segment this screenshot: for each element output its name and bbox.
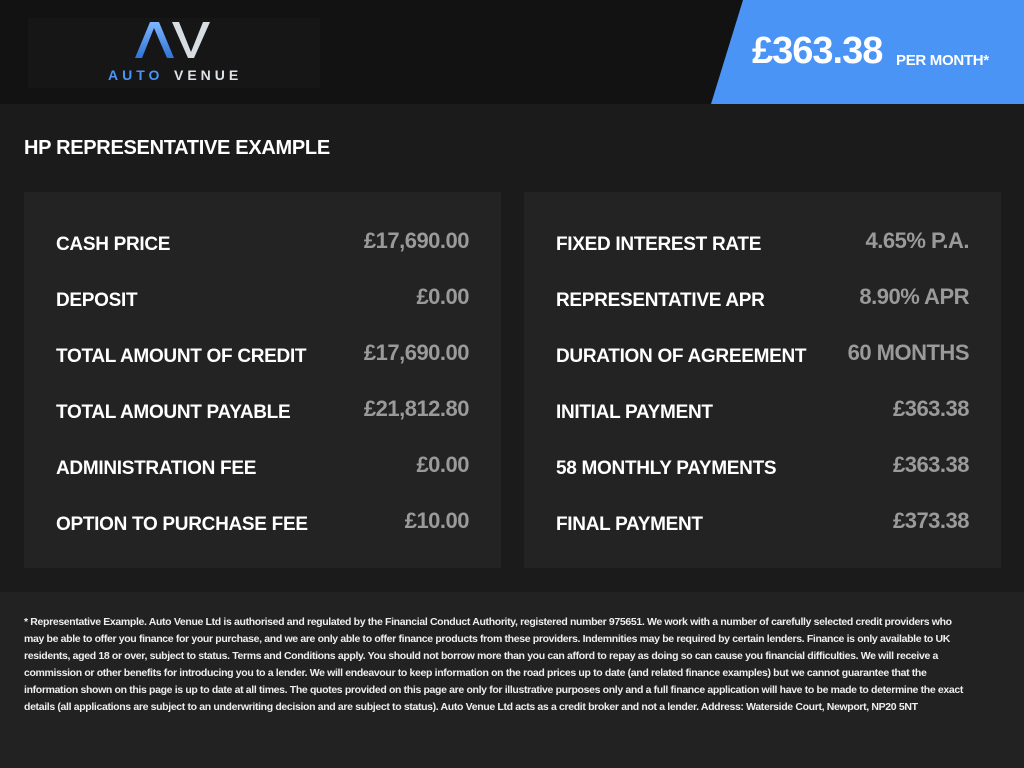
header: AUTO VENUE £363.38 PER MONTH* [0,0,1024,104]
row-duration: DURATION OF AGREEMENT 60 MONTHS [556,340,970,370]
disclaimer-text: * Representative Example. Auto Venue Ltd… [24,616,963,713]
row-label: REPRESENTATIVE APR [556,290,765,311]
row-value: £0.00 [416,452,469,477]
row-value: 60 MONTHS [847,340,970,365]
row-deposit: DEPOSIT £0.00 [56,284,469,314]
row-value: 8.90% APR [859,284,969,309]
row-label: DURATION OF AGREEMENT [556,346,807,367]
row-initial-payment: INITIAL PAYMENT £363.38 [556,396,970,426]
row-label: 58 MONTHLY PAYMENTS [556,458,777,479]
row-purchase-fee: OPTION TO PURCHASE FEE £10.00 [56,508,470,538]
finance-panel-left: CASH PRICE £17,690.00 DEPOSIT £0.00 TOTAL … [24,192,501,568]
row-cash-price: CASH PRICE £17,690.00 [56,228,470,258]
per-month-label: PER MONTH* [896,52,989,69]
row-value: £10.00 [404,508,470,533]
monthly-price: £363.38 [752,30,883,72]
monthly-price-banner [711,0,1024,104]
autovenue-logo[interactable]: AUTO VENUE [28,18,320,88]
row-value: £0.00 [416,284,469,309]
row-label: CASH PRICE [56,234,171,255]
svg-text:AUTO: AUTO [108,67,163,83]
row-apr: REPRESENTATIVE APR 8.90% APR [556,284,969,314]
row-value: £21,812.80 [363,396,470,421]
row-final-payment: FINAL PAYMENT £373.38 [556,508,970,538]
row-value: £363.38 [892,452,970,477]
row-label: ADMINISTRATION FEE [56,458,257,479]
disclaimer-footer: * Representative Example. Auto Venue Ltd… [0,592,1024,768]
row-label: DEPOSIT [56,290,138,311]
row-monthly-payments: 58 MONTHLY PAYMENTS £363.38 [556,452,970,482]
row-total-payable: TOTAL AMOUNT PAYABLE £21,812.80 [56,396,470,426]
row-label: FINAL PAYMENT [556,514,703,535]
row-interest-rate: FIXED INTEREST RATE 4.65% P.A. [556,228,970,258]
row-value: 4.65% P.A. [865,228,970,253]
row-total-credit: TOTAL AMOUNT OF CREDIT £17,690.00 [56,340,470,370]
page-title: HP REPRESENTATIVE EXAMPLE [24,137,330,159]
row-value: £17,690.00 [363,228,470,253]
svg-text:VENUE: VENUE [174,67,242,83]
row-label: TOTAL AMOUNT PAYABLE [56,402,291,423]
row-label: OPTION TO PURCHASE FEE [56,514,308,535]
row-value: £17,690.00 [363,340,470,365]
row-value: £373.38 [892,508,970,533]
logo-mark-icon: AUTO VENUE [108,22,242,83]
row-value: £363.38 [892,396,970,421]
finance-panel-right: FIXED INTEREST RATE 4.65% P.A. REPRESENTA… [524,192,1001,568]
row-label: TOTAL AMOUNT OF CREDIT [56,346,307,367]
row-admin-fee: ADMINISTRATION FEE £0.00 [56,452,469,482]
row-label: INITIAL PAYMENT [556,402,713,423]
row-label: FIXED INTEREST RATE [556,234,762,255]
